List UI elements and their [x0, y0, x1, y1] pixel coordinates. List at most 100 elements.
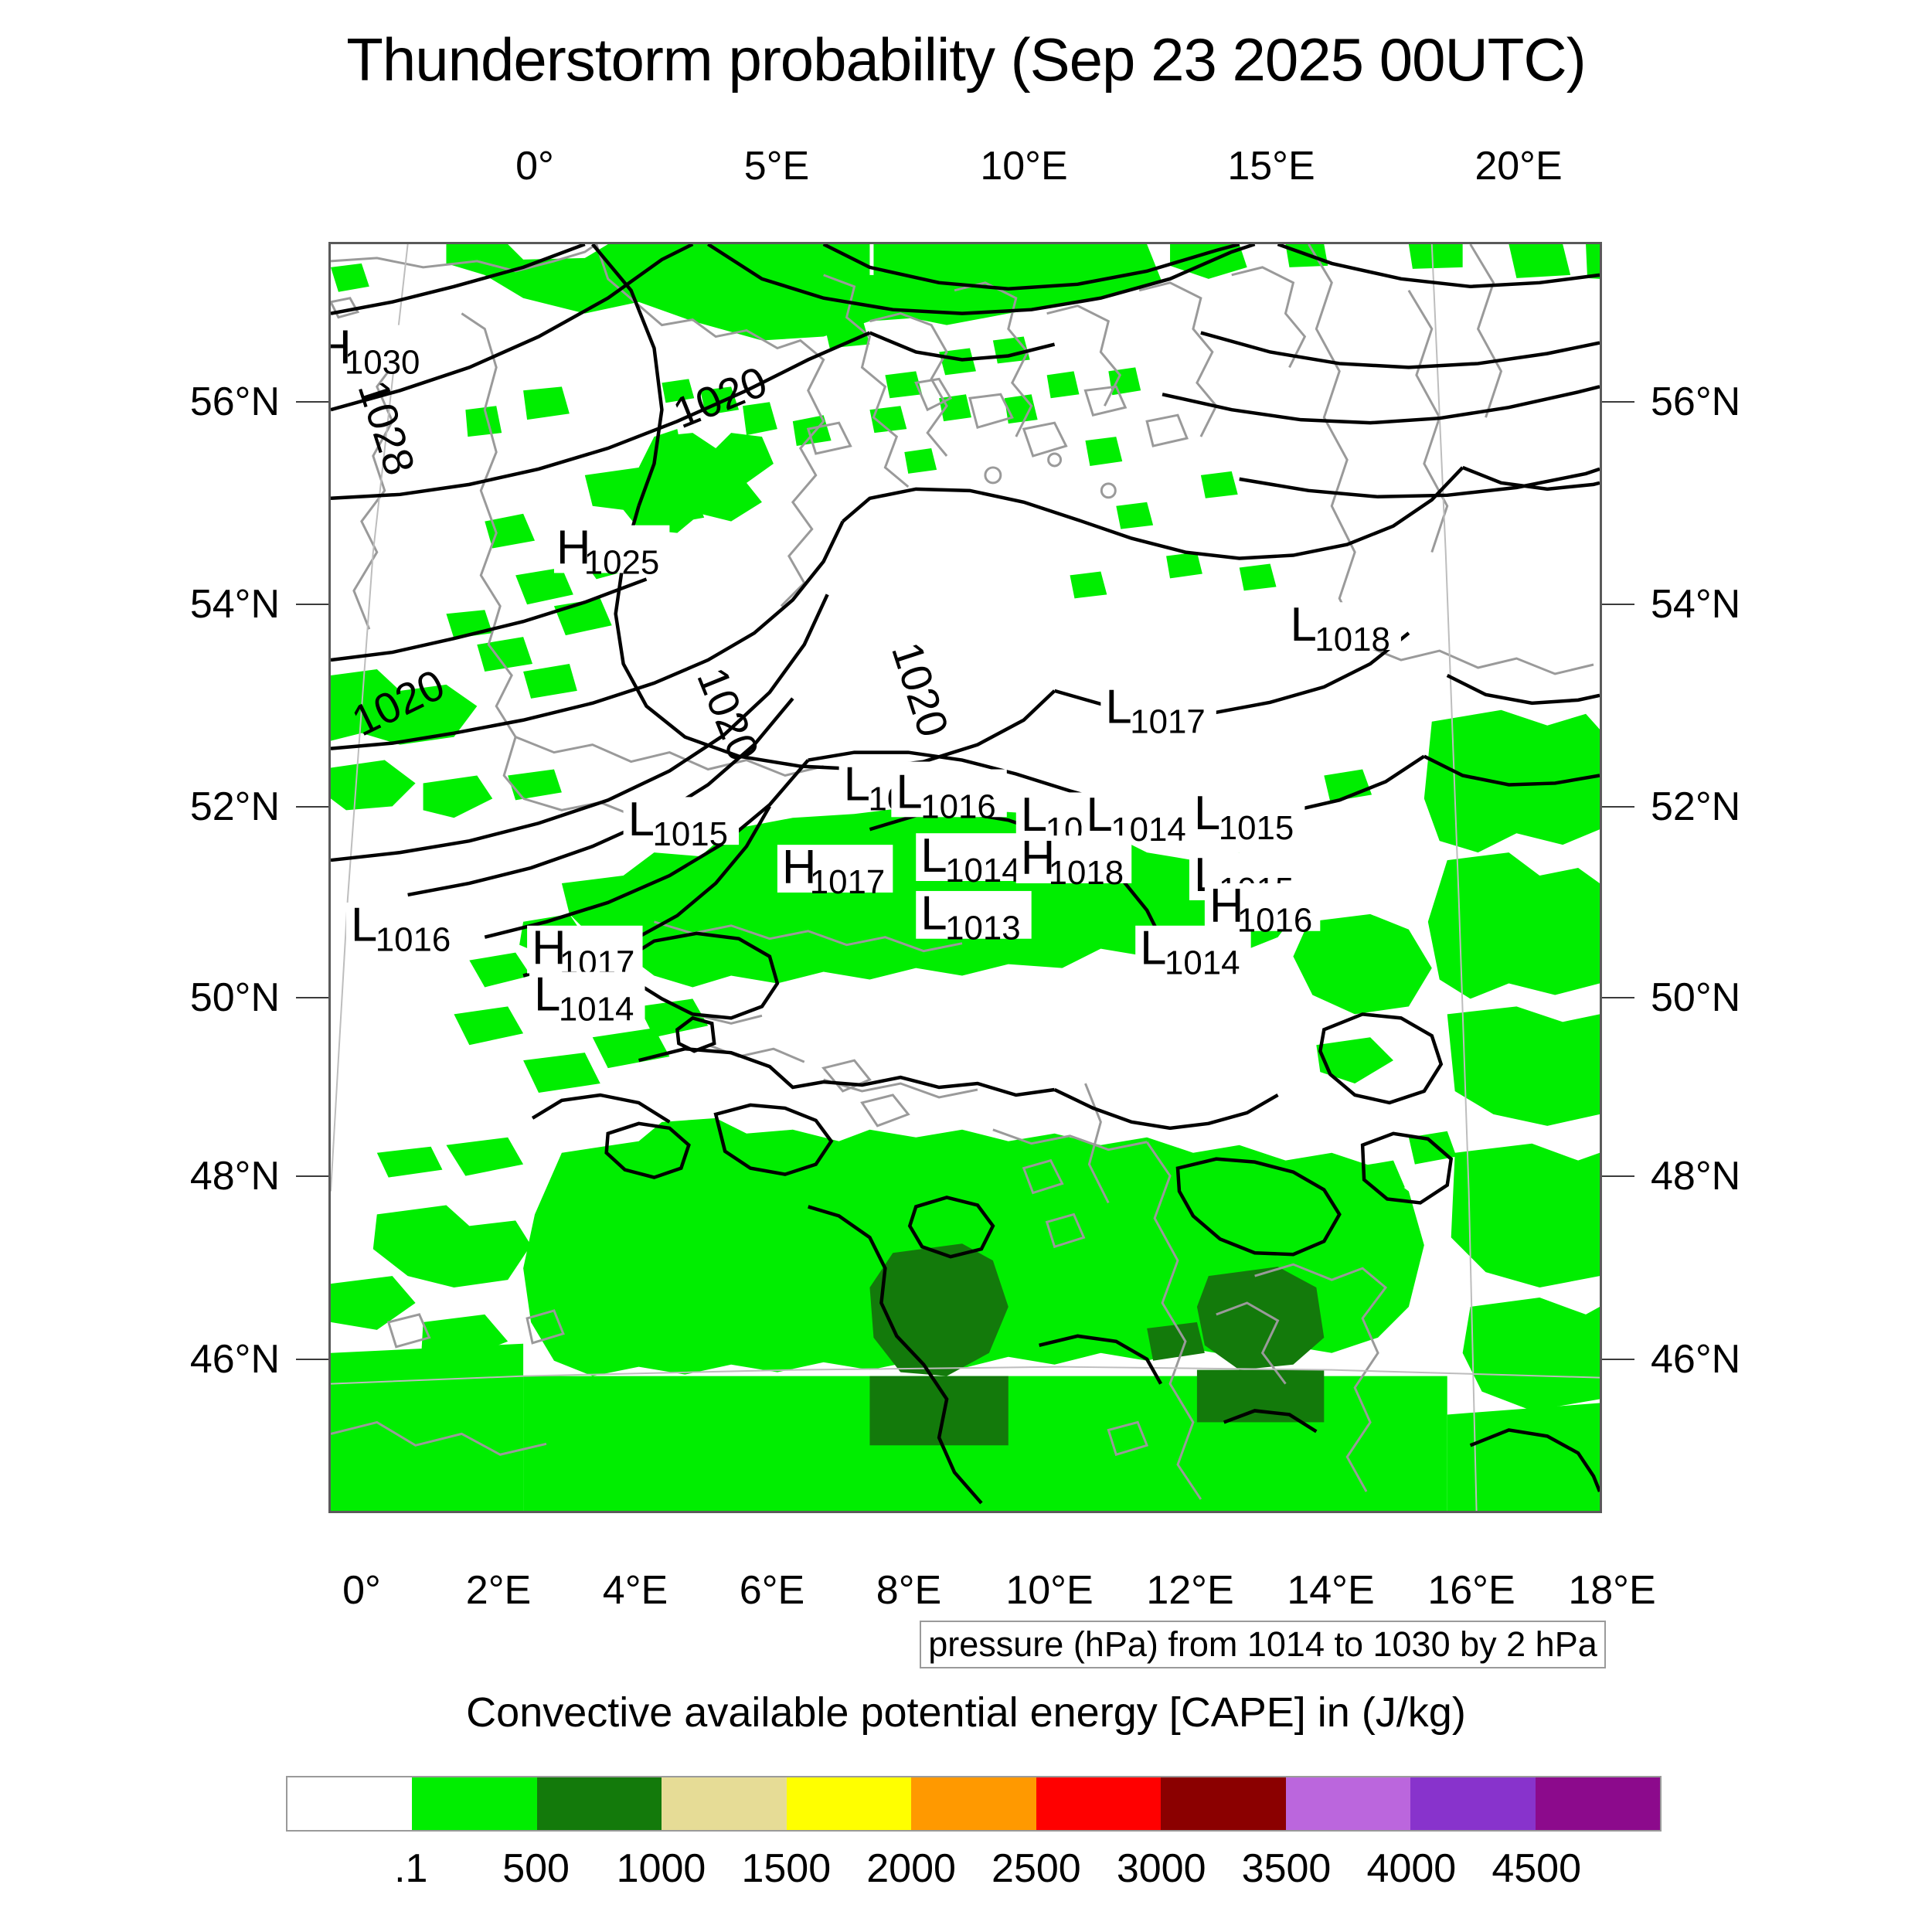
- svg-text:1016: 1016: [376, 921, 451, 959]
- colorbar-cell-10[interactable]: [1535, 1777, 1660, 1830]
- tick-right-46n: [1602, 1359, 1634, 1360]
- axis-top-tick-4: 20°E: [1475, 144, 1563, 189]
- axis-right-tick-4: 48°N: [1651, 1154, 1741, 1199]
- axis-bottom-tick-3: 6°E: [739, 1568, 805, 1613]
- svg-text:L: L: [1290, 598, 1316, 651]
- isobar-layer: [331, 244, 1600, 1505]
- axis-bottom-tick-6: 12°E: [1146, 1568, 1234, 1613]
- svg-text:1028: 1028: [349, 375, 424, 481]
- axis-top-tick-3: 15°E: [1227, 144, 1315, 189]
- tick-left-52n: [296, 806, 328, 808]
- axis-bottom-tick-2: 4°E: [602, 1568, 668, 1613]
- colorbar-tick-3: 1500: [741, 1846, 832, 1891]
- colorbar-cell-3[interactable]: [662, 1777, 787, 1830]
- svg-text:H: H: [331, 321, 352, 374]
- tick-left-50n: [296, 997, 328, 998]
- svg-text:L: L: [351, 899, 377, 952]
- axis-left-tick-5: 46°N: [189, 1337, 280, 1382]
- axis-bottom-tick-0: 0°: [342, 1568, 381, 1613]
- colorbar-cell-5[interactable]: [911, 1777, 1036, 1830]
- axis-right-tick-0: 56°N: [1651, 379, 1741, 424]
- colorbar-caption: Convective available potential energy [C…: [466, 1689, 1466, 1736]
- colorbar-cell-1[interactable]: [412, 1777, 537, 1830]
- axis-right-tick-1: 54°N: [1651, 582, 1741, 627]
- axis-left-tick-0: 56°N: [189, 379, 280, 424]
- axis-top-tick-0: 0°: [515, 144, 554, 189]
- svg-text:1013: 1013: [945, 910, 1021, 947]
- svg-text:L: L: [920, 887, 947, 940]
- tick-right-54n: [1602, 604, 1634, 605]
- axis-bottom-tick-5: 10°E: [1005, 1568, 1094, 1613]
- tick-left-48n: [296, 1175, 328, 1177]
- svg-text:1014: 1014: [559, 990, 634, 1028]
- svg-text:L: L: [628, 793, 655, 846]
- svg-text:1016: 1016: [920, 787, 996, 825]
- colorbar-cell-7[interactable]: [1161, 1777, 1286, 1830]
- svg-text:L: L: [844, 757, 870, 811]
- colorbar-tick-6: 3000: [1116, 1846, 1206, 1891]
- svg-text:H: H: [1021, 832, 1056, 885]
- colorbar-cell-2[interactable]: [536, 1777, 662, 1830]
- tick-right-50n: [1602, 997, 1634, 998]
- tick-left-56n: [296, 401, 328, 403]
- axis-right-tick-5: 46°N: [1651, 1337, 1741, 1382]
- svg-text:L: L: [534, 968, 560, 1021]
- tick-right-56n: [1602, 401, 1634, 403]
- axis-left-tick-4: 48°N: [189, 1154, 280, 1199]
- svg-text:L: L: [1194, 787, 1220, 840]
- svg-text:1025: 1025: [584, 543, 660, 581]
- axis-left-tick-1: 54°N: [189, 582, 280, 627]
- svg-text:1017: 1017: [810, 863, 886, 901]
- axis-bottom-tick-9: 18°E: [1568, 1568, 1656, 1613]
- tick-left-54n: [296, 604, 328, 605]
- colorbar-cell-9[interactable]: [1410, 1777, 1536, 1830]
- page-title: Thunderstorm probability (Sep 23 2025 00…: [346, 26, 1586, 94]
- svg-text:L: L: [1105, 681, 1131, 734]
- axis-left-tick-2: 52°N: [189, 784, 280, 829]
- colorbar-tick-labels: .1 500 1000 1500 2000 2500 3000 3500 400…: [286, 1845, 1662, 1900]
- tick-right-52n: [1602, 806, 1634, 808]
- axis-bottom-tick-7: 14°E: [1287, 1568, 1375, 1613]
- svg-text:L: L: [920, 829, 947, 883]
- svg-text:H: H: [532, 922, 566, 975]
- axis-right-tick-2: 52°N: [1651, 784, 1741, 829]
- colorbar-tick-4: 2000: [866, 1846, 956, 1891]
- colorbar-cell-8[interactable]: [1285, 1777, 1411, 1830]
- axis-top-tick-2: 10°E: [980, 144, 1068, 189]
- svg-text:1018: 1018: [1049, 854, 1124, 892]
- colorbar-tick-2: 1000: [616, 1846, 706, 1891]
- axis-bottom-tick-1: 2°E: [465, 1568, 532, 1613]
- tick-left-46n: [296, 1359, 328, 1360]
- colorbar-tick-5: 2500: [992, 1846, 1081, 1891]
- colorbar-cell-6[interactable]: [1036, 1777, 1162, 1830]
- colorbar-tick-9: 4500: [1492, 1846, 1582, 1891]
- colorbar-tick-0: .1: [394, 1846, 428, 1891]
- svg-text:L: L: [1140, 922, 1166, 975]
- svg-text:L: L: [1086, 788, 1112, 842]
- svg-text:L: L: [896, 765, 922, 818]
- svg-text:1017: 1017: [1130, 703, 1206, 741]
- svg-text:1015: 1015: [1219, 809, 1294, 847]
- colorbar-cell-0[interactable]: [287, 1777, 413, 1830]
- axis-left-tick-3: 50°N: [189, 975, 280, 1020]
- svg-text:H: H: [782, 841, 817, 894]
- tick-right-48n: [1602, 1175, 1634, 1177]
- svg-text:H: H: [556, 521, 591, 574]
- svg-text:1018: 1018: [1315, 621, 1390, 658]
- svg-text:H: H: [1209, 879, 1244, 933]
- svg-text:1014: 1014: [1165, 944, 1240, 982]
- axis-bottom-tick-8: 16°E: [1427, 1568, 1515, 1613]
- svg-text:L: L: [1021, 788, 1047, 842]
- pressure-contour-legend: pressure (hPa) from 1014 to 1030 by 2 hP…: [920, 1621, 1606, 1668]
- colorbar[interactable]: [286, 1776, 1662, 1832]
- svg-text:1016: 1016: [1237, 902, 1313, 940]
- axis-top-tick-1: 5°E: [743, 144, 810, 189]
- axis-right-tick-3: 50°N: [1651, 975, 1741, 1020]
- colorbar-cell-4[interactable]: [786, 1777, 912, 1830]
- svg-text:1015: 1015: [652, 815, 728, 853]
- colorbar-tick-8: 4000: [1366, 1846, 1457, 1891]
- axis-bottom-tick-4: 8°E: [876, 1568, 942, 1613]
